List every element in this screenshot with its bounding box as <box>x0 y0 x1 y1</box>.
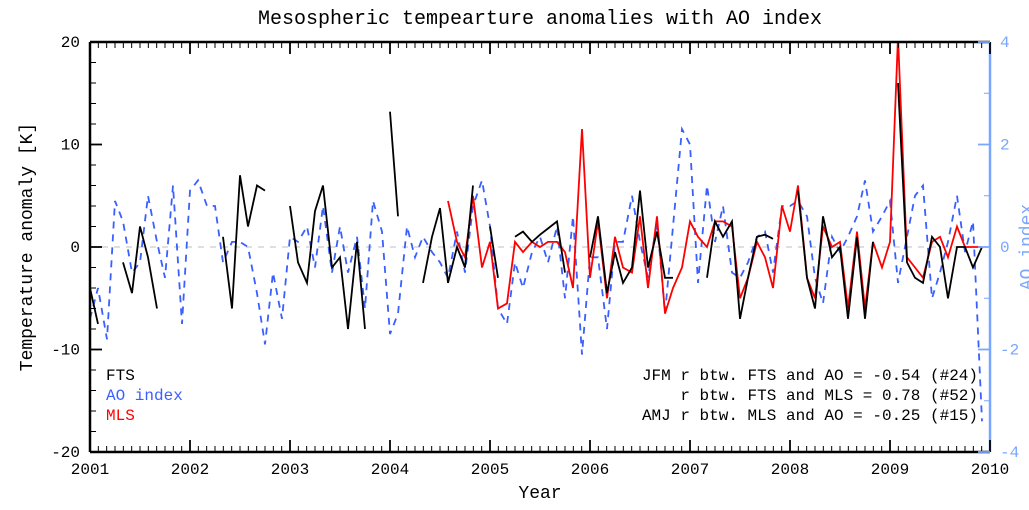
legend-item: MLS <box>106 407 135 425</box>
annotation: r btw. FTS and MLS = 0.78 (#52) <box>680 387 978 405</box>
annotation: AMJ r btw. MLS and AO = -0.25 (#15) <box>642 407 978 425</box>
ytick-right-label: -2 <box>1000 342 1019 360</box>
xlabel: Year <box>518 484 561 504</box>
legend-item: AO index <box>106 387 183 405</box>
ytick-left-label: -10 <box>51 342 80 360</box>
xtick-label: 2005 <box>471 461 509 479</box>
xtick-label: 2007 <box>671 461 709 479</box>
timeseries-chart: Mesospheric tempearture anomalies with A… <box>0 0 1029 510</box>
xtick-label: 2003 <box>271 461 309 479</box>
chart-title: Mesospheric tempearture anomalies with A… <box>258 8 822 31</box>
xtick-label: 2002 <box>171 461 209 479</box>
ylabel-left: Temperature anomaly [K] <box>18 123 38 371</box>
ytick-left-label: 0 <box>70 239 80 257</box>
xtick-label: 2001 <box>71 461 109 479</box>
xtick-label: 2006 <box>571 461 609 479</box>
chart-bg <box>0 0 1029 510</box>
annotation: JFM r btw. FTS and AO = -0.54 (#24) <box>642 367 978 385</box>
xtick-label: 2004 <box>371 461 409 479</box>
ytick-right-label: 4 <box>1000 34 1010 52</box>
ytick-left-label: 20 <box>61 34 80 52</box>
legend-item: FTS <box>106 367 135 385</box>
ytick-left-label: -20 <box>51 444 80 462</box>
xtick-label: 2008 <box>771 461 809 479</box>
ytick-right-label: -4 <box>1000 444 1019 462</box>
ylabel-right: AO index <box>1018 204 1029 290</box>
xtick-label: 2010 <box>971 461 1009 479</box>
ytick-left-label: 10 <box>61 137 80 155</box>
xtick-label: 2009 <box>871 461 909 479</box>
ytick-right-label: 0 <box>1000 239 1010 257</box>
ytick-right-label: 2 <box>1000 137 1010 155</box>
